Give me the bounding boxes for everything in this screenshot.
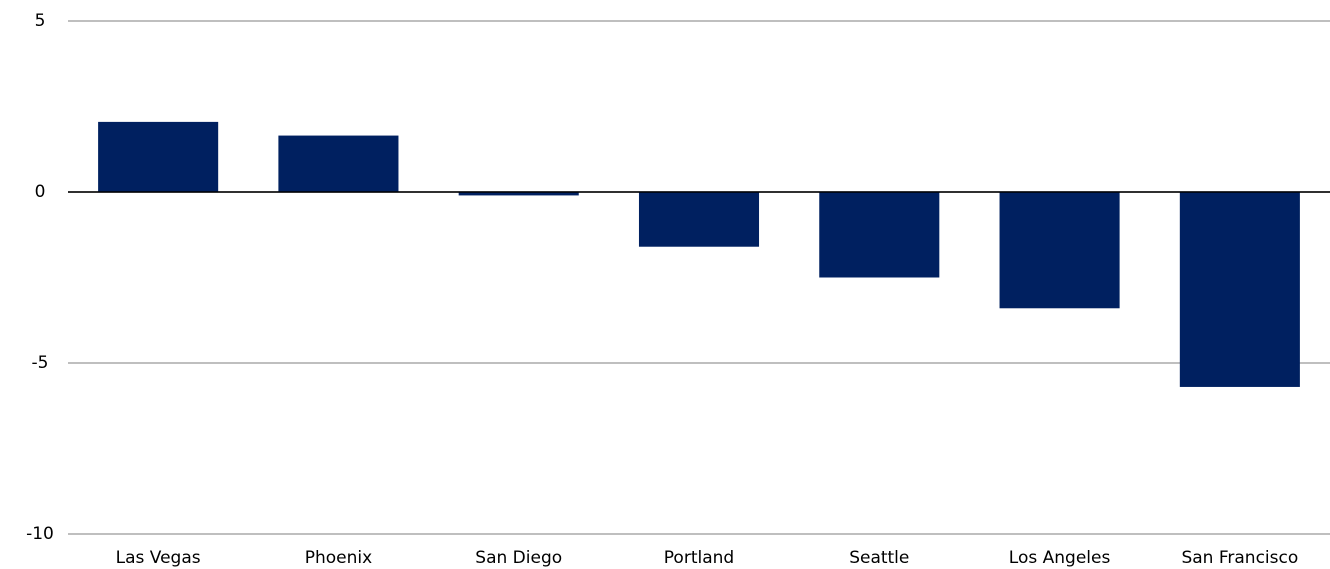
bar bbox=[638, 192, 760, 247]
bar bbox=[819, 192, 940, 278]
bar bbox=[278, 135, 399, 192]
y-tick-label: -10 bbox=[26, 524, 54, 544]
y-tick-label: 5 bbox=[35, 11, 46, 31]
bar bbox=[98, 121, 219, 192]
x-tick-label: Seattle bbox=[849, 548, 909, 568]
x-tick-label: Portland bbox=[664, 548, 734, 568]
bar bbox=[999, 192, 1120, 309]
x-tick-label: Phoenix bbox=[305, 548, 372, 568]
x-tick-label: Los Angeles bbox=[1009, 548, 1111, 568]
x-tick-label: San Francisco bbox=[1181, 548, 1298, 568]
y-tick-label: 0 bbox=[35, 182, 46, 202]
x-tick-label: Las Vegas bbox=[116, 548, 201, 568]
bar bbox=[1179, 192, 1300, 387]
y-tick-label: -5 bbox=[32, 353, 49, 373]
x-tick-label: San Diego bbox=[475, 548, 562, 568]
bar bbox=[458, 192, 579, 196]
